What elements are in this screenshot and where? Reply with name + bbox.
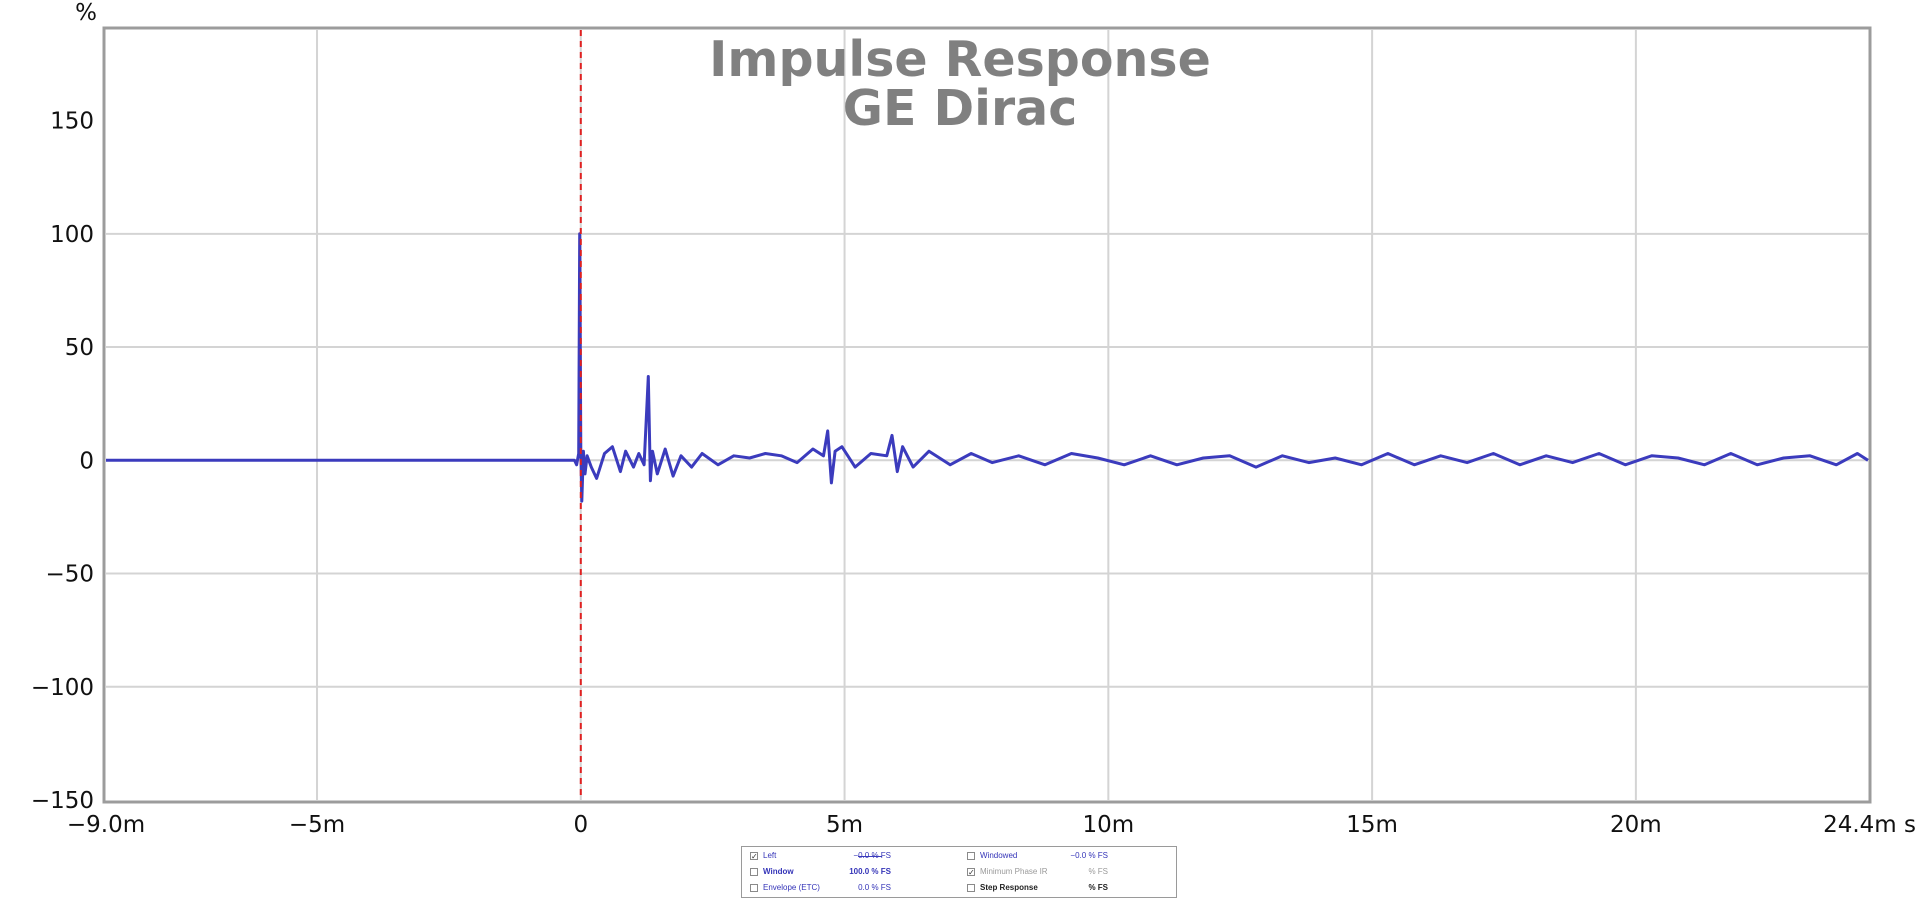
x-tick-label: 24.4m s — [1823, 812, 1916, 838]
x-tick-label: 15m — [1346, 812, 1398, 838]
impulse-response-chart: 150 100 50 0 −50 −100 −150 −9.0m −5m 0 5m 10m 15m 20… — [31, 0, 1916, 838]
left-line-swatch — [858, 856, 882, 857]
y-tick-label: 100 — [50, 222, 94, 248]
y-axis-ticks: 150 100 50 0 −50 −100 −150 — [31, 109, 94, 814]
window-label: Window — [763, 867, 794, 876]
minimum-phase-value: % FS — [1088, 867, 1108, 876]
windowed-value: −0.0 % FS — [1070, 851, 1108, 860]
left-value: −0.0 % FS — [853, 851, 891, 860]
y-tick-label: 0 — [79, 448, 94, 474]
y-tick-label: 150 — [50, 109, 94, 135]
y-tick-label: −150 — [31, 788, 94, 814]
x-tick-label: 10m — [1082, 812, 1134, 838]
x-tick-label: −5m — [289, 812, 345, 838]
x-axis-ticks: −9.0m −5m 0 5m 10m 15m 20m 24.4m s — [67, 812, 1916, 838]
legend-row: Window 100.0 % FS ✓ Minimum Phase IR % F… — [742, 864, 1176, 880]
legend-row: Envelope (ETC) 0.0 % FS Step Response % … — [742, 880, 1176, 896]
windowed-label: Windowed — [980, 851, 1018, 860]
y-tick-label: 50 — [65, 335, 94, 361]
minimum-phase-checkbox[interactable]: ✓ — [967, 868, 975, 877]
envelope-label: Envelope (ETC) — [763, 883, 820, 892]
step-response-value: % FS — [1088, 883, 1108, 892]
envelope-value: 0.0 % FS — [858, 883, 891, 892]
minimum-phase-label: Minimum Phase IR — [980, 867, 1048, 876]
left-label: Left — [763, 851, 777, 860]
legend-panel: ✓ Left −0.0 % FS Windowed −0.0 % FS Wind… — [741, 846, 1177, 898]
y-tick-label: −100 — [31, 675, 94, 701]
y-axis-label: % — [75, 0, 97, 26]
y-tick-label: −50 — [45, 562, 94, 588]
x-tick-label: 5m — [826, 812, 863, 838]
plot-background — [102, 26, 1872, 804]
step-response-label: Step Response — [980, 883, 1038, 892]
left-checkbox[interactable]: ✓ — [750, 852, 758, 861]
legend-row: ✓ Left −0.0 % FS Windowed −0.0 % FS — [742, 848, 1176, 864]
series-line-left — [106, 232, 1869, 503]
x-tick-label: −9.0m — [67, 812, 145, 838]
chart-title: Impulse Response — [709, 31, 1211, 88]
x-tick-label: 20m — [1610, 812, 1662, 838]
window-value: 100.0 % FS — [849, 867, 891, 876]
window-checkbox[interactable] — [750, 868, 758, 876]
envelope-checkbox[interactable] — [750, 884, 758, 892]
step-response-checkbox[interactable] — [967, 884, 975, 892]
chart-subtitle: GE Dirac — [843, 80, 1078, 137]
x-tick-label: 0 — [573, 812, 588, 838]
windowed-checkbox[interactable] — [967, 852, 975, 860]
series-layer — [106, 232, 1869, 503]
